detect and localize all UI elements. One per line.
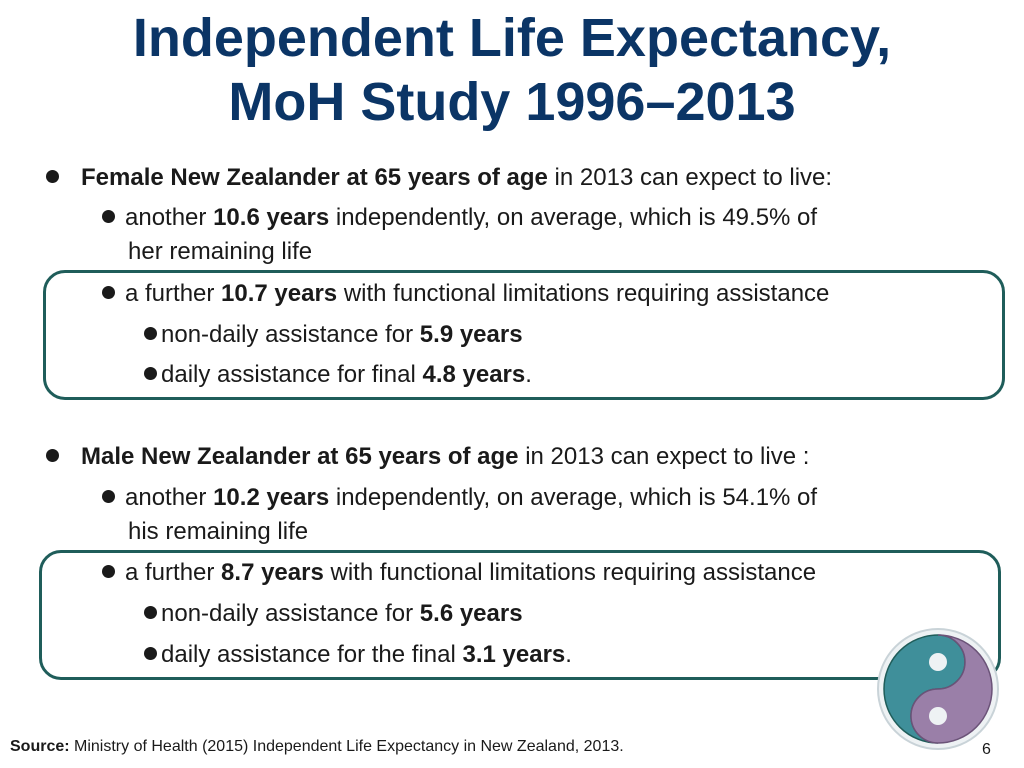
bullet-dot-icon xyxy=(46,170,59,183)
bullet-dot-icon xyxy=(144,647,157,660)
female-assisted-bullet: a further 10.7 years with functional lim… xyxy=(102,277,829,311)
bullet-dot-icon xyxy=(102,286,115,299)
female-assistance-highlight-box xyxy=(43,270,1005,400)
female-assisted-years: 10.7 years xyxy=(221,280,338,307)
bullet-dot-icon xyxy=(102,490,115,503)
bullet-dot-icon xyxy=(144,327,157,340)
male-assisted-bullet: a further 8.7 years with functional limi… xyxy=(102,556,816,590)
female-non-daily-bullet: non-daily assistance for 5.9 years xyxy=(144,318,523,352)
bullet-dot-icon xyxy=(46,449,59,462)
slide-title-line2: MoH Study 1996–2013 xyxy=(228,72,796,132)
bullet-dot-icon xyxy=(144,606,157,619)
male-independent-continuation: his remaining life xyxy=(128,518,309,545)
page-number: 6 xyxy=(982,741,991,758)
female-lead-rest: in 2013 can expect to live: xyxy=(547,164,833,191)
female-non-daily-years: 5.9 years xyxy=(419,321,523,348)
female-independent-bullet: another 10.6 years independently, on ave… xyxy=(102,201,817,235)
male-lead-rest: in 2013 can expect to live : xyxy=(518,443,810,470)
male-assistance-highlight-box xyxy=(39,550,1001,680)
koru-logo-icon xyxy=(877,628,999,750)
female-assisted-post: with functional limitations requiring as… xyxy=(337,280,830,307)
source-citation: Source: Ministry of Health (2015) Indepe… xyxy=(10,737,624,757)
male-assisted-years: 8.7 years xyxy=(221,559,324,586)
male-non-daily-years: 5.6 years xyxy=(419,600,523,627)
female-non-daily-pre: non-daily assistance for xyxy=(161,321,420,348)
bullet-dot-icon xyxy=(144,367,157,380)
male-daily-bullet: daily assistance for the final 3.1 years… xyxy=(144,638,572,672)
female-independent-post: independently, on average, which is 49.5… xyxy=(329,204,818,231)
male-independent-pre: another xyxy=(125,484,214,511)
female-independent-pre: another xyxy=(125,204,214,231)
male-independent-post: independently, on average, which is 54.1… xyxy=(329,484,818,511)
bullet-dot-icon xyxy=(102,565,115,578)
female-daily-pre: daily assistance for final xyxy=(161,361,423,388)
male-assisted-pre: a further xyxy=(125,559,222,586)
female-daily-years: 4.8 years xyxy=(422,361,526,388)
male-assisted-post: with functional limitations requiring as… xyxy=(323,559,817,586)
source-text: Ministry of Health (2015) Independent Li… xyxy=(69,738,624,755)
male-daily-pre: daily assistance for the final xyxy=(161,641,463,668)
female-daily-bullet: daily assistance for final 4.8 years. xyxy=(144,358,532,392)
male-independent-years: 10.2 years xyxy=(213,484,330,511)
male-daily-post: . xyxy=(565,641,572,668)
slide-title-line1: Independent Life Expectancy, xyxy=(132,8,892,68)
slide-title: Independent Life Expectancy, MoH Study 1… xyxy=(0,6,1024,134)
male-independent-bullet: another 10.2 years independently, on ave… xyxy=(102,481,817,515)
male-lead-bullet: Male New Zealander at 65 years of age in… xyxy=(46,440,809,474)
female-independent-years: 10.6 years xyxy=(213,204,330,231)
male-lead-bold: Male New Zealander at 65 years of age xyxy=(81,443,519,470)
female-assisted-pre: a further xyxy=(125,280,222,307)
male-daily-years: 3.1 years xyxy=(462,641,566,668)
source-label: Source: xyxy=(10,738,70,755)
bullet-dot-icon xyxy=(102,210,115,223)
female-lead-bullet: Female New Zealander at 65 years of age … xyxy=(46,161,832,195)
male-non-daily-pre: non-daily assistance for xyxy=(161,600,420,627)
female-lead-bold: Female New Zealander at 65 years of age xyxy=(81,164,548,191)
female-daily-post: . xyxy=(525,361,532,388)
female-independent-continuation: her remaining life xyxy=(128,238,313,265)
male-non-daily-bullet: non-daily assistance for 5.6 years xyxy=(144,597,523,631)
